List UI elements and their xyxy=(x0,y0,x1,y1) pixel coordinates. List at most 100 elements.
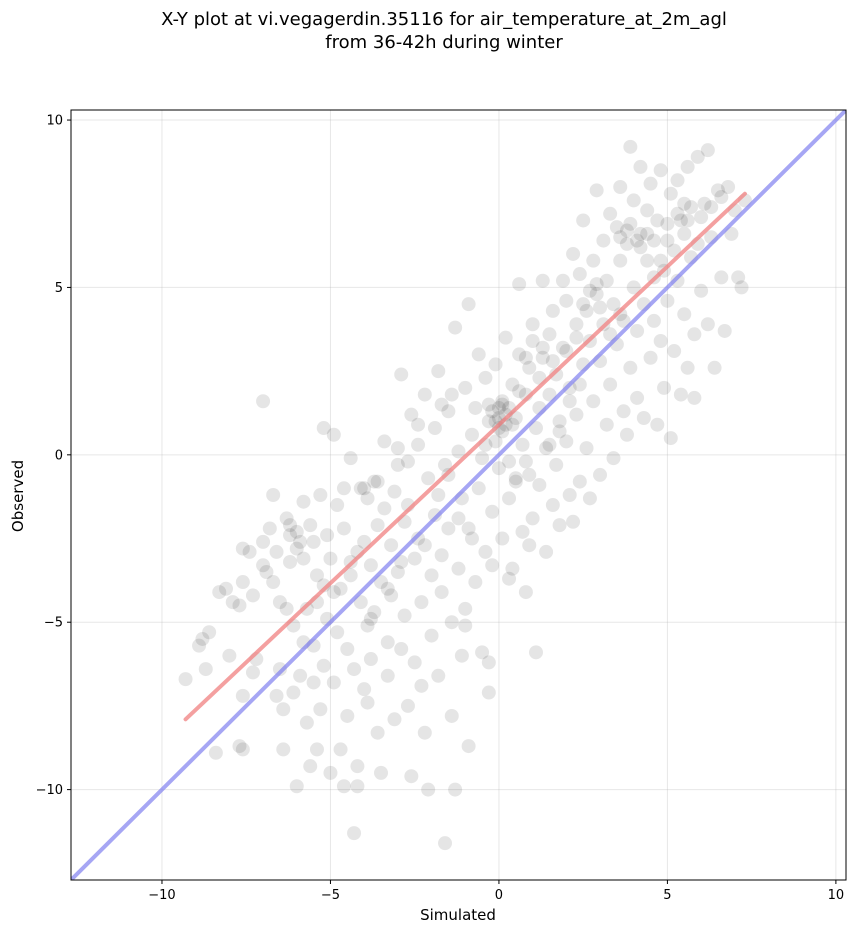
data-point xyxy=(212,585,227,600)
data-point xyxy=(495,397,510,412)
data-point xyxy=(289,779,304,794)
data-point xyxy=(438,457,453,472)
data-point xyxy=(522,538,537,553)
data-point xyxy=(454,648,469,663)
data-point xyxy=(508,474,523,489)
data-point xyxy=(448,782,463,797)
data-point xyxy=(552,424,567,439)
data-point xyxy=(586,394,601,409)
data-point xyxy=(613,253,628,268)
chart-title-line-2: from 36-42h during winter xyxy=(325,32,563,53)
data-point xyxy=(427,421,442,436)
data-point xyxy=(485,504,500,519)
data-point xyxy=(552,414,567,429)
data-point xyxy=(370,725,385,740)
data-point xyxy=(208,745,223,760)
data-point xyxy=(569,407,584,422)
data-point xyxy=(434,548,449,563)
data-point xyxy=(296,551,311,566)
y-axis-label: Observed xyxy=(9,460,27,532)
data-point xyxy=(488,357,503,372)
data-point xyxy=(525,334,540,348)
data-point xyxy=(390,457,405,472)
data-point xyxy=(330,498,345,513)
data-point xyxy=(444,708,459,723)
data-point xyxy=(636,411,651,425)
data-point xyxy=(235,541,250,556)
data-point xyxy=(458,601,473,616)
data-point xyxy=(461,297,476,312)
data-point xyxy=(235,575,250,590)
data-point xyxy=(299,601,314,616)
data-point xyxy=(589,183,604,198)
data-point xyxy=(303,759,318,774)
data-point xyxy=(667,243,682,258)
data-point xyxy=(576,297,591,312)
data-point xyxy=(374,765,388,780)
data-point xyxy=(353,481,368,496)
data-point xyxy=(545,498,560,513)
data-point xyxy=(717,323,732,338)
data-point xyxy=(441,404,456,419)
data-point xyxy=(535,273,550,288)
data-point xyxy=(390,441,405,456)
data-point xyxy=(272,595,287,610)
data-point xyxy=(626,193,641,208)
data-point xyxy=(272,662,287,677)
data-point xyxy=(411,531,426,546)
data-point xyxy=(464,427,479,442)
data-point xyxy=(619,427,634,442)
data-point xyxy=(663,431,678,446)
data-point xyxy=(559,344,574,359)
data-point xyxy=(387,484,402,499)
data-point xyxy=(394,554,409,569)
data-point xyxy=(421,471,436,486)
data-point xyxy=(542,387,557,402)
data-point xyxy=(603,206,618,221)
data-point xyxy=(579,303,594,318)
data-point xyxy=(313,488,328,502)
data-point xyxy=(326,675,341,690)
data-point xyxy=(266,575,281,590)
data-point xyxy=(498,407,513,422)
data-point xyxy=(512,347,527,362)
data-point xyxy=(599,273,614,288)
data-point xyxy=(670,273,685,288)
data-point xyxy=(529,645,543,660)
data-point xyxy=(414,678,429,693)
data-point xyxy=(309,568,324,583)
data-point xyxy=(609,220,624,235)
data-point xyxy=(276,742,291,757)
data-point xyxy=(646,233,661,248)
data-point xyxy=(535,340,550,355)
data-point xyxy=(451,561,466,576)
data-point xyxy=(495,394,510,409)
data-point xyxy=(387,712,402,727)
data-point xyxy=(417,387,432,402)
data-point xyxy=(724,226,739,241)
data-point xyxy=(377,501,392,516)
data-point xyxy=(502,491,517,506)
data-point xyxy=(279,601,294,616)
x-tick-label: 5 xyxy=(663,888,671,903)
data-point xyxy=(222,648,237,663)
y-tick-label: 10 xyxy=(46,114,63,129)
data-point xyxy=(417,725,432,740)
data-point xyxy=(357,682,372,697)
data-point xyxy=(555,340,570,355)
x-axis-label: Simulated xyxy=(420,906,496,924)
data-point xyxy=(633,226,648,241)
data-point xyxy=(293,668,308,683)
data-point xyxy=(198,662,213,677)
data-point xyxy=(491,461,506,476)
data-point xyxy=(596,233,611,248)
data-point xyxy=(731,270,746,285)
data-point xyxy=(498,330,513,345)
data-point xyxy=(633,159,648,174)
data-point xyxy=(397,608,412,623)
data-point xyxy=(306,675,321,690)
data-point xyxy=(488,434,503,449)
data-point xyxy=(417,538,432,553)
data-point xyxy=(552,518,567,533)
data-point xyxy=(242,544,257,559)
